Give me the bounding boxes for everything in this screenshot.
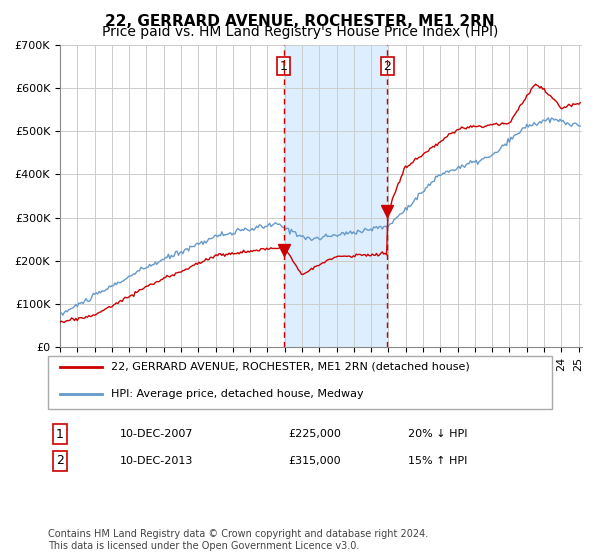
Text: £315,000: £315,000 <box>288 456 341 466</box>
Text: £225,000: £225,000 <box>288 429 341 439</box>
Text: 2: 2 <box>383 60 391 73</box>
Text: HPI: Average price, detached house, Medway: HPI: Average price, detached house, Medw… <box>111 389 364 399</box>
Text: Contains HM Land Registry data © Crown copyright and database right 2024.
This d: Contains HM Land Registry data © Crown c… <box>48 529 428 551</box>
Text: Price paid vs. HM Land Registry's House Price Index (HPI): Price paid vs. HM Land Registry's House … <box>102 25 498 39</box>
Text: 15% ↑ HPI: 15% ↑ HPI <box>408 456 467 466</box>
Text: 1: 1 <box>280 60 287 73</box>
Text: 20% ↓ HPI: 20% ↓ HPI <box>408 429 467 439</box>
Text: 10-DEC-2007: 10-DEC-2007 <box>120 429 193 439</box>
Bar <box>284 45 388 347</box>
Text: 1: 1 <box>56 427 64 441</box>
Text: 22, GERRARD AVENUE, ROCHESTER, ME1 2RN: 22, GERRARD AVENUE, ROCHESTER, ME1 2RN <box>105 14 495 29</box>
Text: 10-DEC-2013: 10-DEC-2013 <box>120 456 193 466</box>
Text: 22, GERRARD AVENUE, ROCHESTER, ME1 2RN (detached house): 22, GERRARD AVENUE, ROCHESTER, ME1 2RN (… <box>111 362 470 372</box>
Text: 2: 2 <box>56 454 64 468</box>
